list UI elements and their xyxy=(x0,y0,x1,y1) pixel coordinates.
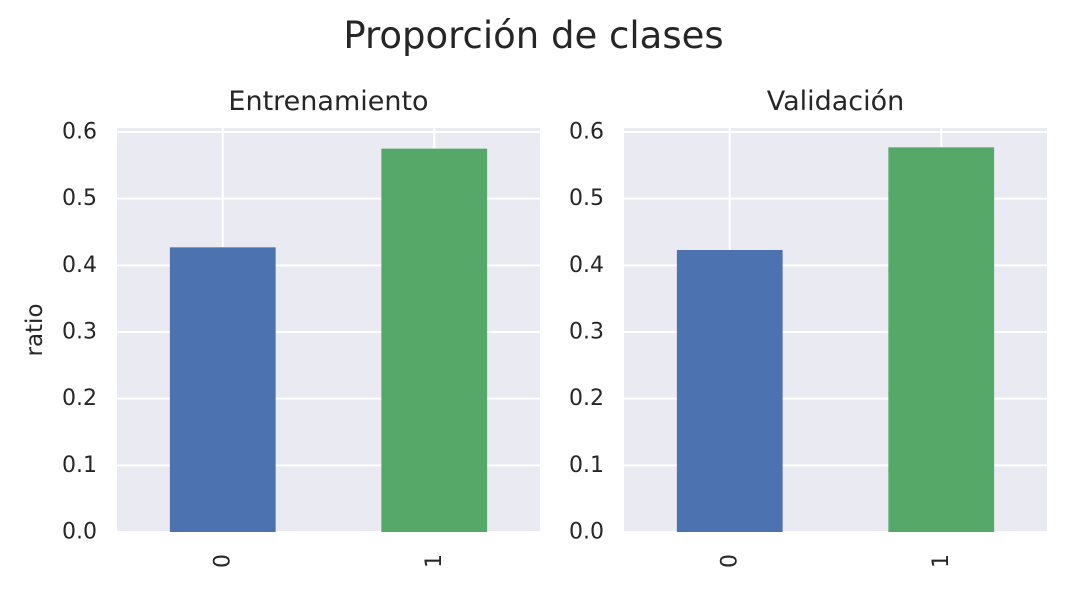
bar xyxy=(888,147,995,533)
bar xyxy=(169,247,276,533)
subplot-title: Entrenamiento xyxy=(228,86,428,117)
y-tick-label: 0.0 xyxy=(569,520,604,545)
y-tick-label: 0.1 xyxy=(569,453,604,478)
x-tick-label: 1 xyxy=(929,554,954,568)
x-tick-label: 0 xyxy=(210,554,235,568)
y-tick-label: 0.5 xyxy=(62,186,97,211)
x-tick-label: 0 xyxy=(717,554,742,568)
y-tick-label: 0.6 xyxy=(62,120,97,145)
y-tick-label: 0.1 xyxy=(62,453,97,478)
y-tick-label: 0.0 xyxy=(62,520,97,545)
y-tick-label: 0.2 xyxy=(569,386,604,411)
y-axis-label: ratio xyxy=(22,303,48,356)
x-tick-label: 1 xyxy=(422,554,447,568)
bar xyxy=(676,250,783,532)
y-tick-label: 0.3 xyxy=(62,320,97,345)
figure-title: Proporción de clases xyxy=(343,14,724,57)
y-tick-label: 0.2 xyxy=(62,386,97,411)
chart-panel-1: 0.0 0.1 0.2 0.3 0.4 0.5 0.6 0 1 Validación xyxy=(569,86,1047,568)
bar xyxy=(381,148,488,532)
y-tick-label: 0.6 xyxy=(569,120,604,145)
y-tick-label: 0.5 xyxy=(569,186,604,211)
subplot-title: Validación xyxy=(767,86,905,117)
chart-panel-0: 0.0 0.1 0.2 0.3 0.4 0.5 0.6 0 1 Entrenamiento rati… xyxy=(22,86,540,568)
y-tick-label: 0.3 xyxy=(569,320,604,345)
y-tick-label: 0.4 xyxy=(569,253,604,278)
y-tick-label: 0.4 xyxy=(62,253,97,278)
